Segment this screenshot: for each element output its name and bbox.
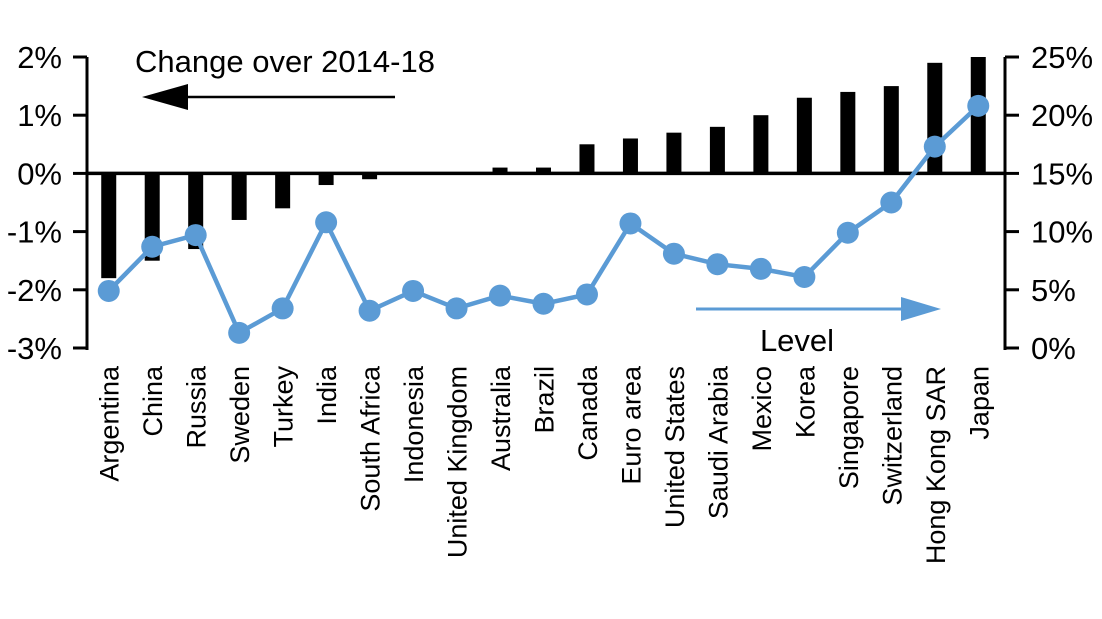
bar-brazil xyxy=(536,167,551,174)
left-arrow-icon xyxy=(142,84,188,110)
level-marker-japan xyxy=(967,94,990,117)
bar-india xyxy=(318,173,334,186)
level-marker-argentina xyxy=(97,279,120,302)
bar-korea xyxy=(796,97,812,174)
bar-euro-area xyxy=(622,138,638,174)
bar-turkey xyxy=(275,173,291,209)
bar-south-africa xyxy=(362,173,378,180)
level-marker-sweden xyxy=(228,321,251,344)
right-axis-tick-label: 5% xyxy=(1031,273,1076,308)
bar-argentina xyxy=(101,173,117,279)
category-label-mexico: Mexico xyxy=(747,366,777,452)
bar-mexico xyxy=(753,115,769,174)
category-label-south-africa: South Africa xyxy=(356,365,386,512)
bar-saudi-arabia xyxy=(709,126,725,174)
right-axis-tick-label: 25% xyxy=(1031,40,1093,75)
level-marker-korea xyxy=(793,265,816,288)
level-marker-brazil xyxy=(532,292,555,315)
left-axis-tick-label: -3% xyxy=(7,331,62,366)
category-label-switzerland: Switzerland xyxy=(877,366,907,506)
level-marker-mexico xyxy=(749,257,772,280)
category-label-united-states: United States xyxy=(660,366,690,528)
level-marker-switzerland xyxy=(880,191,903,214)
left-axis-tick-label: -2% xyxy=(7,273,62,308)
level-marker-singapore xyxy=(836,221,859,244)
right-axis-tick-label: 0% xyxy=(1031,331,1076,366)
right-axis-tick-label: 20% xyxy=(1031,98,1093,133)
level-marker-india xyxy=(315,211,338,234)
category-label-korea: Korea xyxy=(790,365,820,438)
level-marker-hong-kong-sar xyxy=(923,135,946,158)
level-marker-russia xyxy=(184,224,207,247)
category-label-sweden: Sweden xyxy=(225,366,255,464)
bar-canada xyxy=(579,144,595,174)
category-label-saudi-arabia: Saudi Arabia xyxy=(703,365,733,519)
category-label-india: India xyxy=(312,365,342,425)
bar-united-states xyxy=(666,132,682,174)
category-label-australia: Australia xyxy=(486,365,516,471)
line-series-annotation: Level xyxy=(760,323,834,358)
category-label-singapore: Singapore xyxy=(834,366,864,489)
left-axis-tick-label: 1% xyxy=(17,98,62,133)
category-label-russia: Russia xyxy=(182,365,212,449)
left-axis-tick-label: 0% xyxy=(17,156,62,191)
bar-singapore xyxy=(840,91,856,174)
level-marker-china xyxy=(141,235,164,258)
left-axis-tick-label: -1% xyxy=(7,215,62,250)
right-arrow-icon xyxy=(901,297,941,321)
category-label-euro-area: Euro area xyxy=(616,365,646,485)
level-marker-united-kingdom xyxy=(445,297,468,320)
category-label-hong-kong-sar: Hong Kong SAR xyxy=(921,366,951,564)
level-marker-canada xyxy=(575,283,598,306)
level-marker-united-states xyxy=(662,242,685,265)
left-axis-tick-label: 2% xyxy=(17,40,62,75)
category-label-canada: Canada xyxy=(573,365,603,461)
category-label-china: China xyxy=(138,365,168,437)
category-label-united-kingdom: United Kingdom xyxy=(443,366,473,558)
level-marker-turkey xyxy=(271,297,294,320)
bar-series-annotation: Change over 2014-18 xyxy=(135,44,435,79)
category-label-indonesia: Indonesia xyxy=(399,365,429,483)
category-label-japan: Japan xyxy=(964,366,994,440)
category-label-brazil: Brazil xyxy=(530,366,560,434)
bar-sweden xyxy=(231,173,247,220)
level-marker-indonesia xyxy=(402,279,425,302)
right-axis-tick-label: 15% xyxy=(1031,156,1093,191)
level-marker-saudi-arabia xyxy=(706,253,729,276)
bar-australia xyxy=(492,167,508,174)
category-label-turkey: Turkey xyxy=(269,366,299,448)
level-marker-euro-area xyxy=(619,212,642,235)
right-axis-tick-label: 10% xyxy=(1031,215,1093,250)
level-marker-australia xyxy=(489,284,512,307)
bar-switzerland xyxy=(883,86,899,174)
category-label-argentina: Argentina xyxy=(95,365,125,482)
level-marker-south-africa xyxy=(358,299,381,322)
